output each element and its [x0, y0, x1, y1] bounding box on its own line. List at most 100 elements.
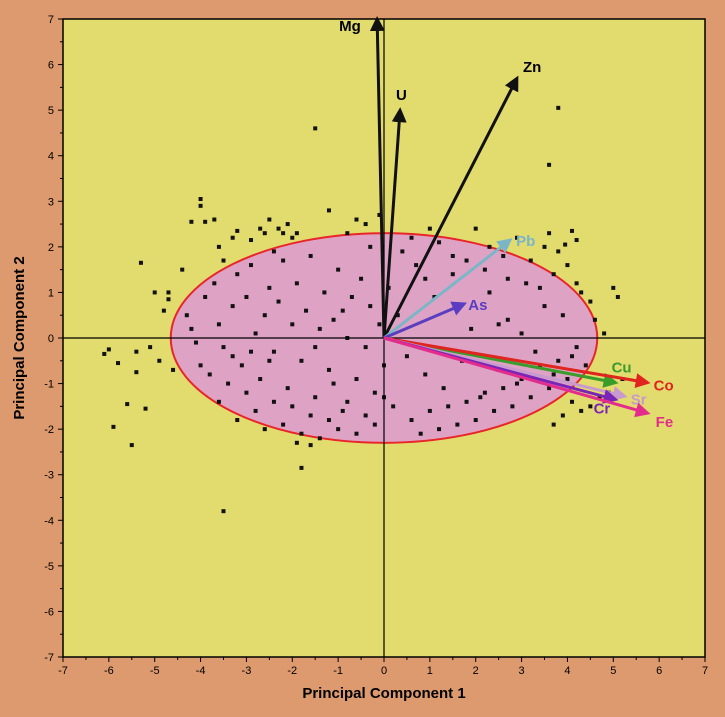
scatter-point — [349, 294, 354, 299]
scatter-point — [166, 290, 171, 295]
y-tick-label: -6 — [44, 606, 54, 618]
scatter-point — [427, 226, 432, 231]
scatter-point — [193, 340, 198, 345]
scatter-point — [409, 418, 414, 423]
scatter-point — [579, 290, 584, 295]
scatter-point — [290, 235, 295, 240]
scatter-point — [547, 231, 552, 236]
scatter-point — [368, 244, 373, 249]
scatter-point — [203, 219, 208, 224]
scatter-point — [216, 244, 221, 249]
scatter-point — [116, 361, 121, 366]
scatter-point — [533, 349, 538, 354]
scatter-point — [221, 258, 226, 263]
vectors-layer: Mg U Zn Pb As Cu Co Sr Cr Fe — [339, 16, 674, 431]
vector-label-cr: Cr — [594, 401, 611, 418]
scatter-point — [528, 395, 533, 400]
scatter-point — [427, 408, 432, 413]
scatter-point — [551, 422, 556, 427]
scatter-point — [450, 253, 455, 258]
vector-pb — [383, 238, 513, 340]
scatter-point — [446, 404, 451, 409]
scatter-point — [482, 267, 487, 272]
scatter-point — [322, 290, 327, 295]
scatter-point — [583, 363, 588, 368]
scatter-point — [235, 418, 240, 423]
scatter-point — [226, 381, 231, 386]
scatter-point — [602, 331, 607, 336]
scatter-point — [377, 322, 382, 327]
scatter-point — [294, 281, 299, 286]
x-tick-label: 7 — [702, 665, 708, 677]
scatter-point — [299, 465, 304, 470]
scatter-point — [391, 404, 396, 409]
scatter-point — [492, 408, 497, 413]
scatter-point — [134, 349, 139, 354]
scatter-point — [437, 427, 442, 432]
scatter-point — [418, 431, 423, 436]
scatter-point — [198, 363, 203, 368]
scatter-point — [285, 386, 290, 391]
scatter-point — [478, 395, 483, 400]
vector-as — [383, 301, 468, 340]
scatter-point — [253, 408, 258, 413]
scatter-point — [299, 431, 304, 436]
scatter-point — [189, 326, 194, 331]
x-tick-label: 2 — [473, 665, 479, 677]
scatter-point — [317, 436, 322, 441]
scatter-point — [198, 197, 203, 202]
scatter-point — [267, 358, 272, 363]
scatter-point — [290, 404, 295, 409]
scatter-point — [345, 231, 350, 236]
scatter-point — [262, 427, 267, 432]
scatter-point — [308, 413, 313, 418]
scatter-point — [249, 263, 254, 268]
scatter-point — [505, 317, 510, 322]
scatter-point — [125, 402, 130, 407]
scatter-point — [212, 281, 217, 286]
scatter-point — [281, 231, 286, 236]
scatter-point — [377, 212, 382, 217]
vector-label-u: U — [396, 87, 407, 104]
scatter-point — [161, 308, 166, 313]
scatter-point — [216, 399, 221, 404]
scatter-point — [271, 349, 276, 354]
scatter-point — [294, 440, 299, 445]
scatter-point — [267, 285, 272, 290]
scatter-point — [285, 222, 290, 227]
scatter-point — [510, 404, 515, 409]
vector-label-fe: Fe — [656, 414, 674, 431]
scatter-point — [184, 313, 189, 318]
scatter-point — [363, 413, 368, 418]
x-tick-label: 0 — [381, 665, 387, 677]
vector-fe — [383, 336, 651, 418]
scatter-point — [299, 358, 304, 363]
scatter-point — [487, 244, 492, 249]
scatter-point — [487, 290, 492, 295]
scatter-point — [216, 322, 221, 327]
scatter-point — [528, 258, 533, 263]
x-tick-label: -4 — [196, 665, 206, 677]
scatter-point — [519, 331, 524, 336]
scatter-point — [249, 349, 254, 354]
y-tick-label: -4 — [44, 515, 54, 527]
scatter-point — [143, 406, 148, 411]
scatter-point — [171, 367, 176, 372]
scatter-point — [404, 354, 409, 359]
ticks-layer: -7 -6 -5 -4 -3 -2 -1 0 1 2 3 4 5 6 7 7 6 5 4 3 2 1 0 -1 -2 -3 -4 -5… — [44, 14, 708, 677]
y-tick-label: -3 — [44, 470, 54, 482]
scatter-point — [308, 443, 313, 448]
x-tick-label: -7 — [58, 665, 68, 677]
scatter-point — [363, 222, 368, 227]
scatter-point — [290, 322, 295, 327]
scatter-point — [563, 242, 568, 247]
scatter-point — [570, 354, 575, 359]
scatter-point — [514, 381, 519, 386]
y-tick-label: 1 — [48, 287, 54, 299]
vector-label-cu: Cu — [612, 360, 632, 377]
scatter-point — [501, 253, 506, 258]
scatter-point — [304, 308, 309, 313]
scatter-point — [570, 228, 575, 233]
scatter-point — [111, 424, 116, 429]
